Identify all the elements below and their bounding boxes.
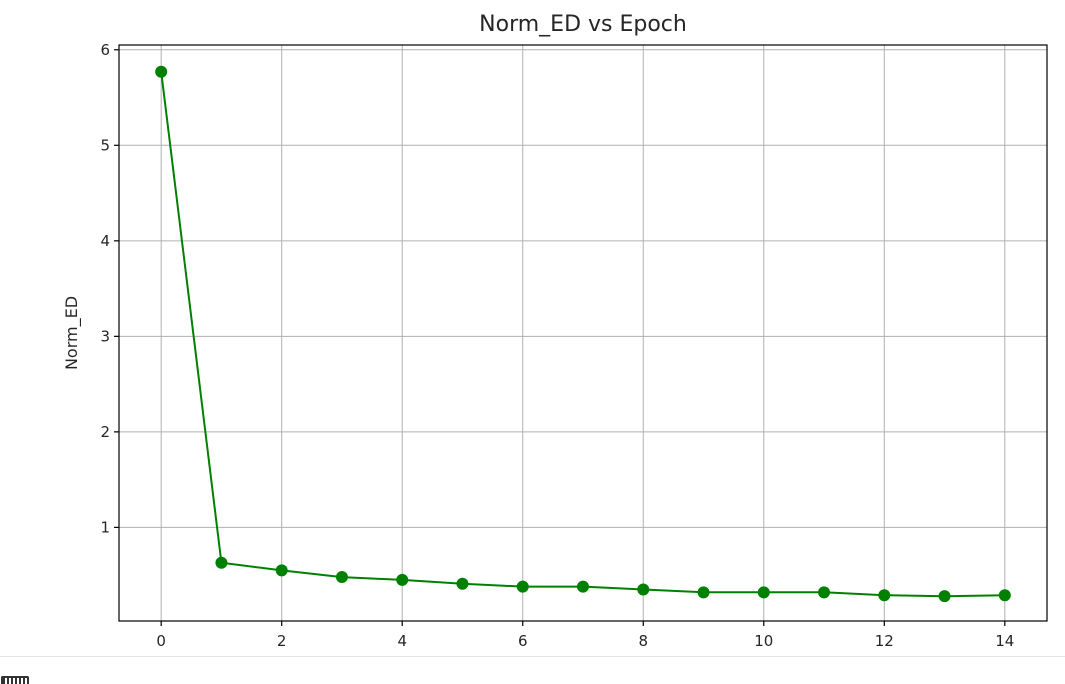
data-point [757, 586, 770, 599]
data-point [155, 65, 168, 78]
data-point [697, 586, 710, 599]
data-point [938, 590, 951, 603]
y-tick-label: 5 [100, 136, 110, 154]
series-group [155, 65, 1011, 603]
data-point [516, 580, 529, 593]
grid [119, 45, 1047, 621]
data-point [998, 589, 1011, 602]
data-point [577, 580, 589, 593]
y-tick-label: 6 [100, 41, 110, 59]
data-point [456, 577, 469, 590]
y-tick-label: 3 [100, 327, 110, 345]
x-tick-label: 6 [518, 632, 528, 650]
y-tick-label: 2 [100, 423, 110, 441]
y-axis-label: Norm_ED [62, 296, 82, 370]
keyboard-icon[interactable] [1, 676, 29, 684]
x-axis: 0 2 4 6 8 10 12 14 [156, 621, 1014, 650]
cell-divider [0, 656, 1065, 657]
x-tick-label: 2 [277, 632, 287, 650]
data-point [818, 586, 831, 599]
x-tick-label: 8 [638, 632, 648, 650]
x-tick-label: 14 [995, 632, 1014, 650]
data-point [637, 583, 650, 596]
data-point [275, 564, 288, 577]
x-tick-label: 10 [754, 632, 773, 650]
data-point [335, 571, 348, 584]
y-axis: 1 2 3 4 5 6 [100, 41, 119, 536]
data-point [215, 556, 228, 569]
y-tick-label: 1 [100, 518, 110, 536]
x-tick-label: 0 [156, 632, 166, 650]
x-tick-label: 4 [397, 632, 407, 650]
chart-title: Norm_ED vs Epoch [479, 12, 687, 37]
series-line [160, 71, 1005, 598]
x-tick-label: 12 [875, 632, 894, 650]
plot-frame [118, 44, 1048, 622]
data-point [396, 573, 409, 586]
y-tick-label: 4 [100, 232, 110, 250]
data-point [878, 589, 891, 602]
